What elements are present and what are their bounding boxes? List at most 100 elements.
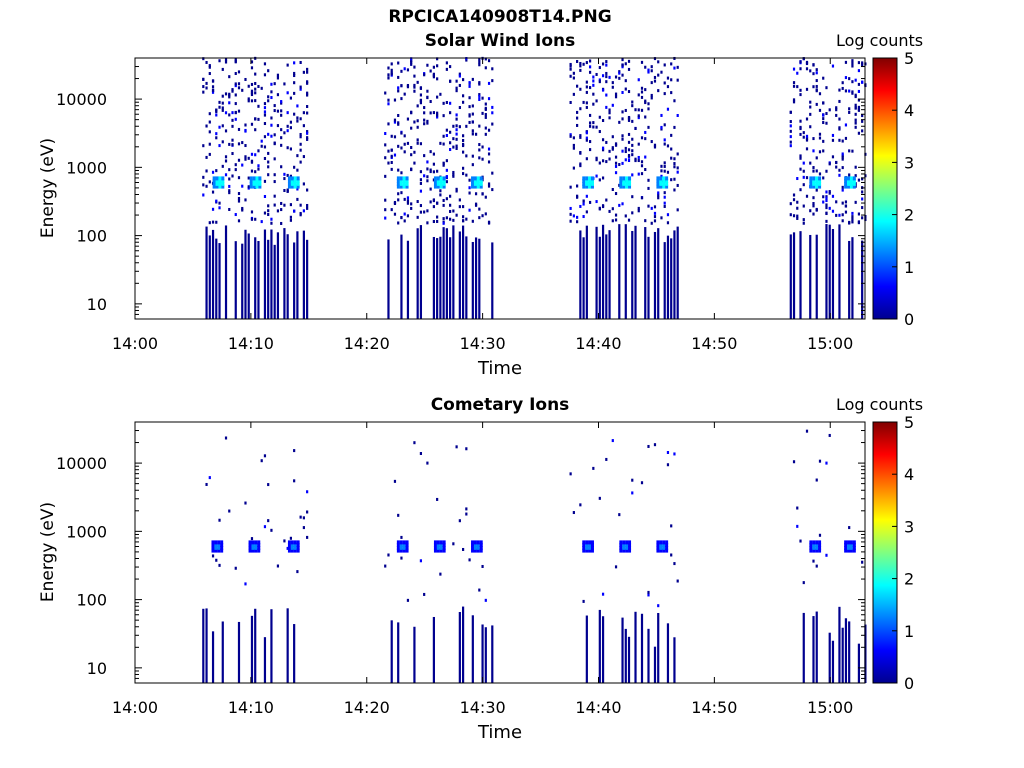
heatmap-cell: [627, 155, 631, 159]
heatmap-cell: [611, 146, 614, 150]
heatmap-cell: [614, 171, 618, 175]
heatmap-cell: [452, 209, 455, 213]
heatmap-cell: [299, 135, 302, 139]
heatmap-peak-cell: [590, 540, 594, 545]
heatmap-cell: [644, 219, 647, 223]
heatmap-cell: [815, 68, 818, 72]
heatmap-cell: [831, 228, 835, 319]
heatmap-cell: [598, 80, 601, 84]
heatmap-peak-cell: [847, 540, 851, 545]
heatmap-cell: [484, 102, 487, 106]
heatmap-peak-cell: [218, 179, 222, 184]
heatmap-peak-cell: [588, 545, 592, 550]
colorbar-tick-label: 5: [904, 413, 914, 432]
heatmap-cell: [289, 120, 293, 124]
heatmap-cell: [283, 177, 286, 181]
heatmap-cell: [228, 509, 231, 513]
heatmap-cell: [484, 627, 487, 683]
heatmap-cell: [224, 60, 228, 64]
heatmap-cell: [631, 143, 634, 147]
heatmap-cell: [825, 196, 828, 200]
heatmap-peak-cell: [405, 184, 409, 189]
panel-title-solar-wind: Solar Wind Ions: [424, 31, 576, 51]
heatmap-cell: [241, 141, 244, 145]
heatmap-cell: [273, 109, 276, 113]
heatmap-cell: [484, 115, 487, 119]
heatmap-peak-cell: [590, 176, 594, 181]
heatmap-peak-cell: [812, 179, 816, 184]
heatmap-peak-cell: [849, 548, 853, 553]
heatmap-cell: [588, 200, 592, 204]
heatmap-cell: [234, 213, 237, 217]
heatmap-cell: [481, 111, 484, 115]
heatmap-peak-cell: [442, 184, 446, 189]
x-tick-label: 14:50: [691, 334, 737, 353]
heatmap-cell: [228, 113, 231, 117]
heatmap-peak-cell: [257, 540, 261, 545]
heatmap-cell: [601, 119, 605, 123]
heatmap-cell: [660, 113, 663, 117]
heatmap-cell: [455, 79, 458, 83]
heatmap-cell: [637, 206, 640, 210]
heatmap-peak-cell: [662, 181, 666, 186]
heatmap-peak-cell: [625, 548, 629, 553]
heatmap-peak-cell: [809, 179, 813, 184]
heatmap-cell: [455, 117, 458, 121]
plot-frame: [134, 421, 866, 684]
heatmap-cell: [614, 95, 618, 99]
heatmap-cell: [276, 232, 280, 319]
heatmap-cell: [208, 65, 211, 69]
heatmap-cell: [663, 201, 666, 205]
heatmap-cell: [611, 207, 614, 211]
heatmap-peak-cell: [439, 543, 443, 548]
heatmap-cell: [426, 179, 429, 183]
heatmap-cell: [267, 204, 270, 208]
heatmap-peak-cell: [442, 179, 446, 184]
heatmap-cell: [432, 178, 435, 182]
heatmap-cell: [416, 125, 419, 129]
heatmap-cell: [572, 92, 575, 96]
heatmap-cell: [215, 238, 218, 319]
heatmap-cell: [208, 476, 211, 480]
colorbar-tick-label: 2: [904, 570, 914, 589]
heatmap-cell: [650, 69, 653, 73]
heatmap-cell: [449, 111, 452, 115]
heatmap-peak-cell: [257, 548, 261, 553]
heatmap-cell: [436, 238, 439, 319]
heatmap-cell: [471, 163, 474, 167]
heatmap-cell: [592, 121, 595, 125]
heatmap-cell: [234, 93, 237, 97]
heatmap-cell: [237, 158, 241, 162]
heatmap-cell: [254, 153, 257, 157]
heatmap-cell: [815, 611, 818, 683]
heatmap-cell: [263, 122, 267, 126]
heatmap-peak-cell: [665, 548, 669, 553]
heatmap-cell: [637, 159, 640, 163]
heatmap-peak-cell: [588, 184, 592, 189]
heatmap-cell: [306, 131, 309, 135]
heatmap-cell: [631, 211, 634, 215]
heatmap-peak-cell: [402, 179, 406, 184]
heatmap-cell: [627, 132, 631, 136]
heatmap-cell: [818, 533, 822, 537]
heatmap-peak-cell: [287, 179, 291, 184]
heatmap-cell: [588, 121, 592, 125]
heatmap-peak-cell: [212, 176, 216, 181]
heatmap-cell: [254, 81, 257, 85]
heatmap-peak-cell: [585, 176, 589, 181]
heatmap-cell: [487, 81, 491, 85]
heatmap-cell: [231, 152, 234, 156]
heatmap-peak-cell: [585, 184, 589, 189]
heatmap-cell: [202, 193, 205, 197]
heatmap-cell: [442, 203, 445, 207]
heatmap-cell: [293, 479, 296, 483]
heatmap-peak-cell: [399, 540, 403, 545]
heatmap-peak-cell: [585, 548, 589, 553]
heatmap-cell: [663, 204, 666, 208]
heatmap-cell: [250, 169, 254, 173]
heatmap-cell: [241, 184, 244, 188]
heatmap-cell: [410, 59, 413, 63]
heatmap-cell: [815, 89, 818, 93]
heatmap-cell: [569, 185, 572, 189]
heatmap-cell: [478, 588, 481, 592]
